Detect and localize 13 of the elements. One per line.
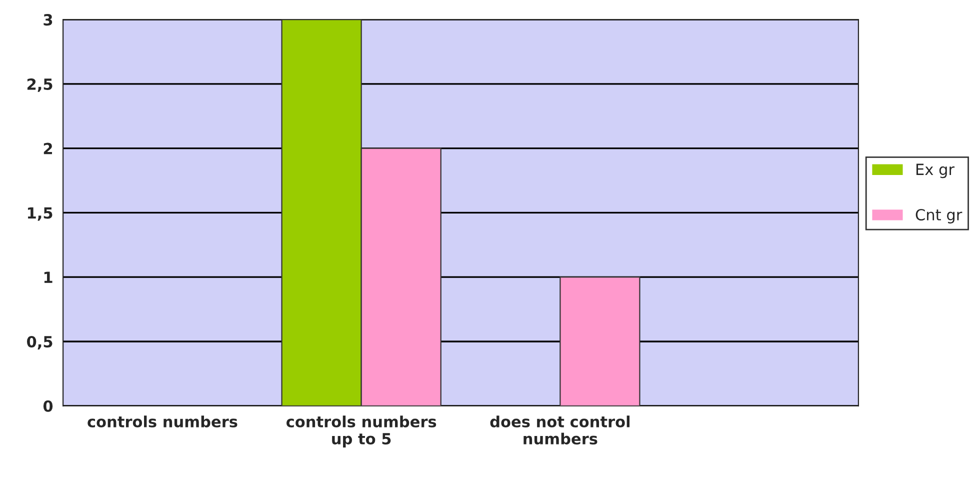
- legend-label: Ex gr: [916, 164, 955, 178]
- y-tick-label: 0,5: [26, 336, 52, 350]
- y-tick-label: 3: [44, 14, 52, 26]
- legend-label: Cnt gr: [916, 208, 962, 224]
- bar: [560, 276, 640, 406]
- y-tick-label: 1,5: [28, 207, 52, 221]
- y-tick-label: 0: [43, 400, 53, 412]
- y-tick-label: 1: [44, 272, 52, 283]
- y-tick-label: 2,5: [27, 78, 52, 92]
- x-tick-label: controls numbers up to 5: [286, 416, 436, 448]
- x-tick-label: does not control numbers: [490, 416, 630, 445]
- y-tick-label: 2: [44, 142, 52, 154]
- x-tick-label: controls numbers: [88, 416, 238, 428]
